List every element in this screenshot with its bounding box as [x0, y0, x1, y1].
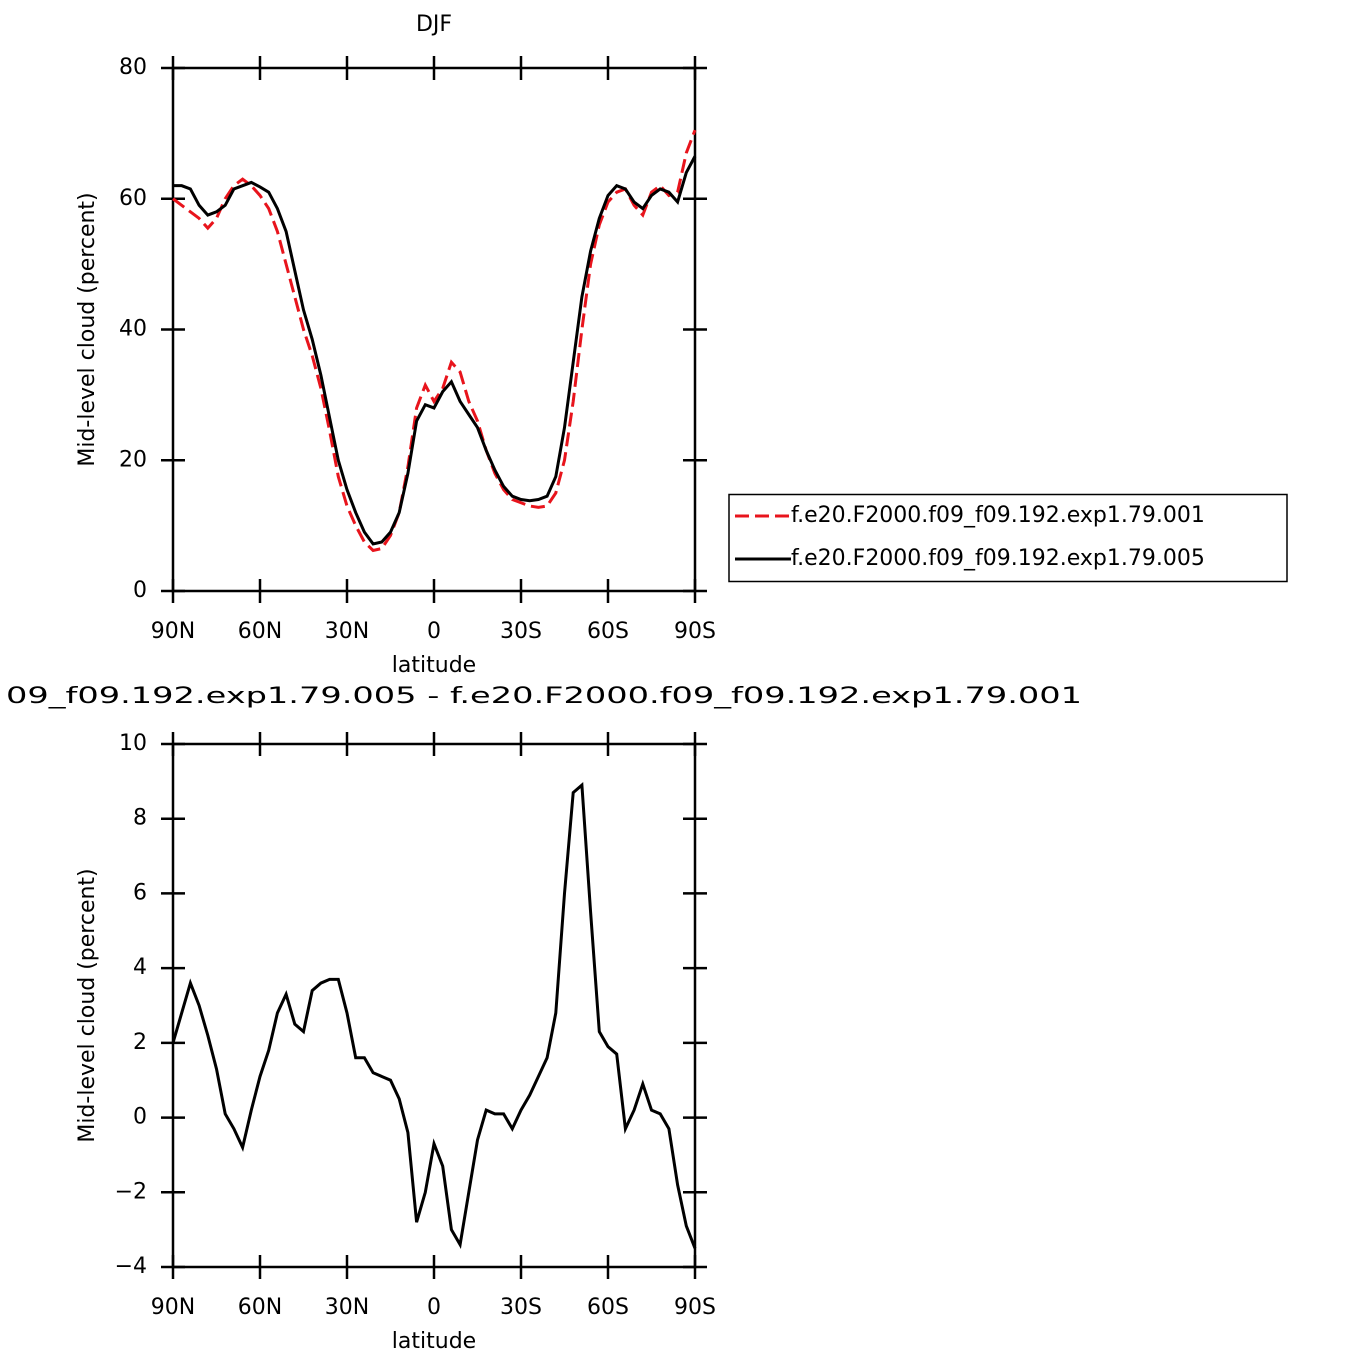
- x-tick-label: 0: [427, 1295, 441, 1320]
- x-axis-label: latitude: [392, 1329, 476, 1354]
- chart-title: DJF: [416, 12, 452, 37]
- data-line: [172, 129, 697, 553]
- x-tick-label: 90N: [151, 1295, 195, 1320]
- data-line: [173, 155, 697, 546]
- x-tick-label: 60N: [238, 619, 282, 644]
- y-tick-label: −2: [115, 1179, 147, 1204]
- legend-box: [728, 493, 1288, 583]
- x-axis-label: latitude: [392, 653, 476, 678]
- y-tick-label: 20: [119, 447, 147, 472]
- x-tick-label: 90S: [674, 1295, 716, 1320]
- y-tick-label: 0: [133, 1105, 147, 1130]
- x-tick-label: 30S: [500, 1295, 542, 1320]
- x-tick-label: 30N: [325, 619, 369, 644]
- x-tick-label: 90S: [674, 619, 716, 644]
- y-tick-label: 2: [133, 1030, 147, 1055]
- y-tick-label: 40: [119, 317, 147, 342]
- y-tick-label: 0: [133, 578, 147, 603]
- y-tick-label: 10: [119, 731, 147, 756]
- x-tick-label: 60S: [587, 1295, 629, 1320]
- y-tick-label: 8: [133, 806, 147, 831]
- legend-label: f.e20.F2000.f09_f09.192.exp1.79.005: [791, 546, 1205, 571]
- y-tick-label: 6: [133, 880, 147, 905]
- x-tick-label: 60N: [238, 1295, 282, 1320]
- chart-title: 09_f09.192.exp1.79.005 - f.e20.F2000.f09…: [6, 684, 1082, 709]
- y-tick-label: −4: [115, 1254, 147, 1279]
- y-axis-label: Mid-level cloud (percent): [75, 868, 100, 1142]
- legend-label: f.e20.F2000.f09_f09.192.exp1.79.001: [791, 503, 1205, 528]
- y-tick-label: 4: [133, 955, 147, 980]
- y-tick-label: 80: [119, 55, 147, 80]
- x-tick-label: 0: [427, 619, 441, 644]
- x-tick-label: 30N: [325, 1295, 369, 1320]
- y-axis-label: Mid-level cloud (percent): [75, 192, 100, 466]
- data-line: [171, 782, 697, 1249]
- y-tick-label: 60: [119, 186, 147, 211]
- x-tick-label: 90N: [151, 619, 195, 644]
- x-tick-label: 60S: [587, 619, 629, 644]
- x-tick-label: 30S: [500, 619, 542, 644]
